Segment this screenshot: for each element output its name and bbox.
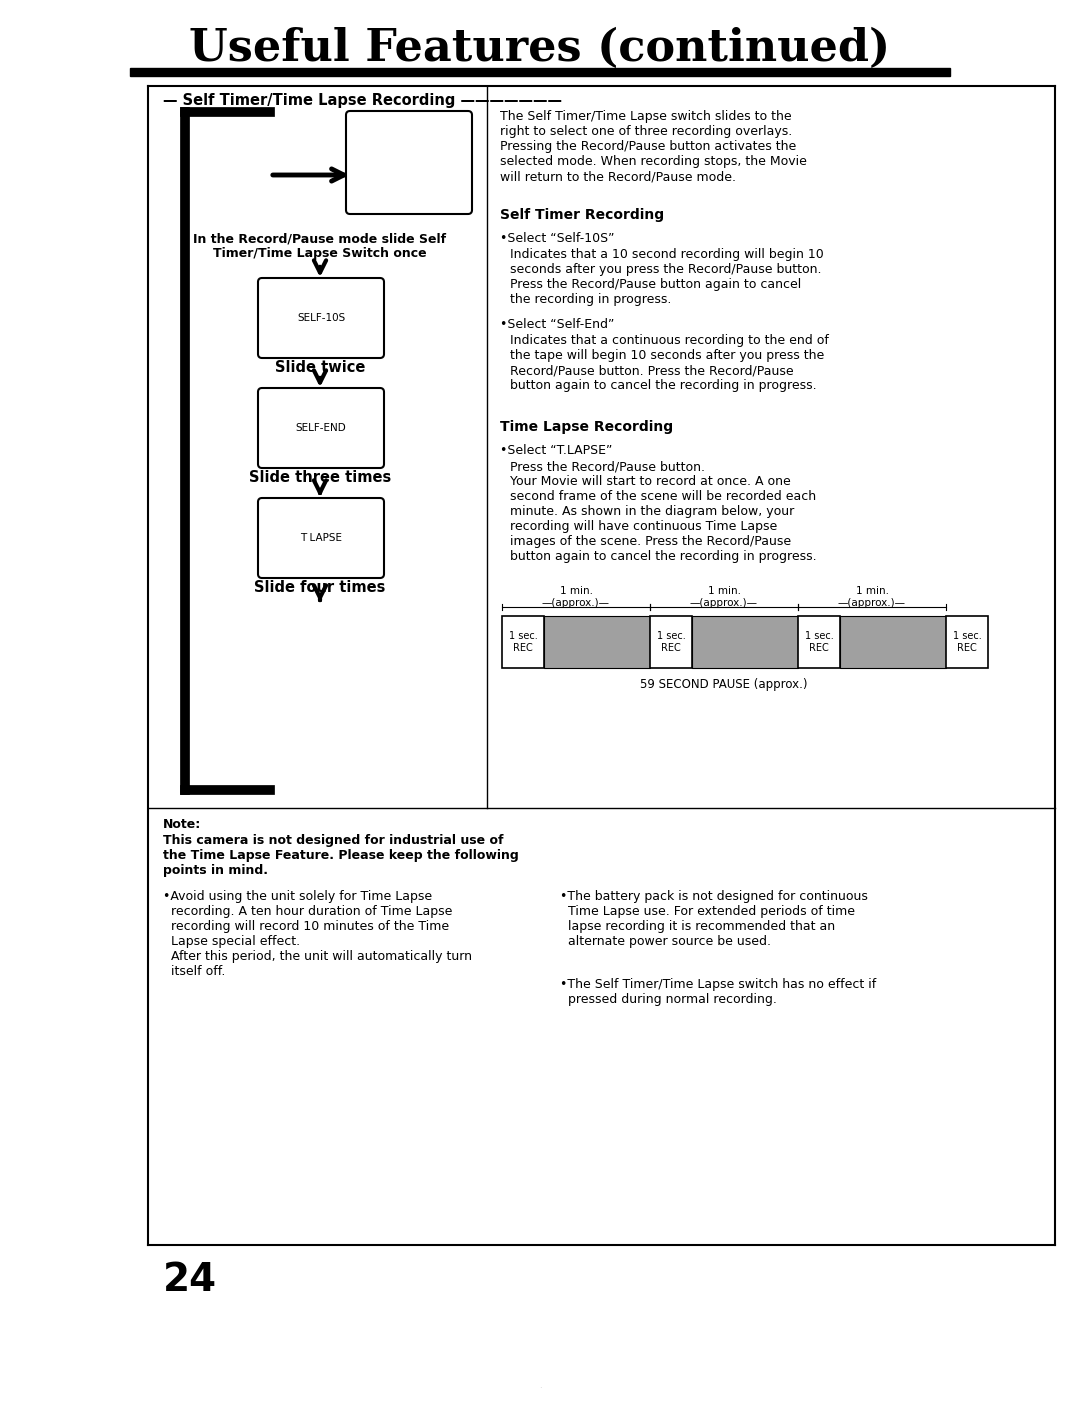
FancyBboxPatch shape (346, 111, 472, 215)
Text: SELF-END: SELF-END (296, 422, 347, 434)
Text: •Select “Self-10S”: •Select “Self-10S” (500, 231, 615, 246)
FancyBboxPatch shape (258, 389, 384, 469)
Text: This camera is not designed for industrial use of
the Time Lapse Feature. Please: This camera is not designed for industri… (163, 833, 518, 877)
Text: Press the Record/Pause button.
Your Movie will start to record at once. A one
se: Press the Record/Pause button. Your Movi… (510, 460, 816, 563)
Text: Indicates that a continuous recording to the end of
the tape will begin 10 secon: Indicates that a continuous recording to… (510, 334, 828, 391)
Text: 1 sec.
REC: 1 sec. REC (509, 631, 538, 652)
Text: In the Record/Pause mode slide Self
Timer/Time Lapse Switch once: In the Record/Pause mode slide Self Time… (193, 231, 446, 260)
Text: •Avoid using the unit solely for Time Lapse
  recording. A ten hour duration of : •Avoid using the unit solely for Time La… (163, 890, 472, 978)
Text: Slide three times: Slide three times (248, 470, 391, 485)
Text: Useful Features (continued): Useful Features (continued) (189, 27, 891, 70)
Bar (840, 616, 946, 668)
Text: 24: 24 (163, 1261, 217, 1299)
Text: •Select “T.LAPSE”: •Select “T.LAPSE” (500, 443, 612, 457)
Text: 1 sec.
REC: 1 sec. REC (657, 631, 686, 652)
Bar (798, 616, 840, 668)
Text: Self Timer Recording: Self Timer Recording (500, 208, 664, 222)
Text: Slide four times: Slide four times (254, 581, 386, 595)
Text: —(approx.)—: —(approx.)— (542, 598, 610, 607)
Text: •Select “Self-End”: •Select “Self-End” (500, 318, 615, 331)
Text: SELF-10S: SELF-10S (297, 313, 346, 323)
Text: 59 SECOND PAUSE (approx.): 59 SECOND PAUSE (approx.) (640, 678, 808, 692)
Text: •The Self Timer/Time Lapse switch has no effect if
  pressed during normal recor: •The Self Timer/Time Lapse switch has no… (561, 978, 876, 1006)
FancyBboxPatch shape (258, 278, 384, 358)
Bar (650, 616, 692, 668)
Text: 1 min.: 1 min. (559, 586, 593, 596)
Text: The Self Timer/Time Lapse switch slides to the
right to select one of three reco: The Self Timer/Time Lapse switch slides … (500, 109, 807, 182)
Text: Note:: Note: (163, 818, 201, 831)
Text: •The battery pack is not designed for continuous
  Time Lapse use. For extended : •The battery pack is not designed for co… (561, 890, 868, 948)
Bar (130, 67, 950, 76)
Text: T LAPSE: T LAPSE (300, 533, 342, 543)
Text: 1 sec.
REC: 1 sec. REC (953, 631, 982, 652)
Text: —(approx.)—: —(approx.)— (838, 598, 906, 607)
Text: — Self Timer/Time Lapse Recording ———————: — Self Timer/Time Lapse Recording ——————… (163, 93, 562, 108)
Text: Time Lapse Recording: Time Lapse Recording (500, 419, 673, 434)
Text: 1 min.: 1 min. (855, 586, 889, 596)
Bar (502, 616, 544, 668)
FancyBboxPatch shape (258, 498, 384, 578)
Bar (544, 616, 650, 668)
Text: 1 sec.
REC: 1 sec. REC (805, 631, 834, 652)
Bar (946, 616, 988, 668)
Text: Indicates that a 10 second recording will begin 10
seconds after you press the R: Indicates that a 10 second recording wil… (510, 248, 824, 306)
Text: .: . (539, 1381, 541, 1389)
Text: Slide twice: Slide twice (274, 359, 365, 375)
Text: 1 min.: 1 min. (707, 586, 741, 596)
Bar (692, 616, 798, 668)
Text: —(approx.)—: —(approx.)— (690, 598, 758, 607)
